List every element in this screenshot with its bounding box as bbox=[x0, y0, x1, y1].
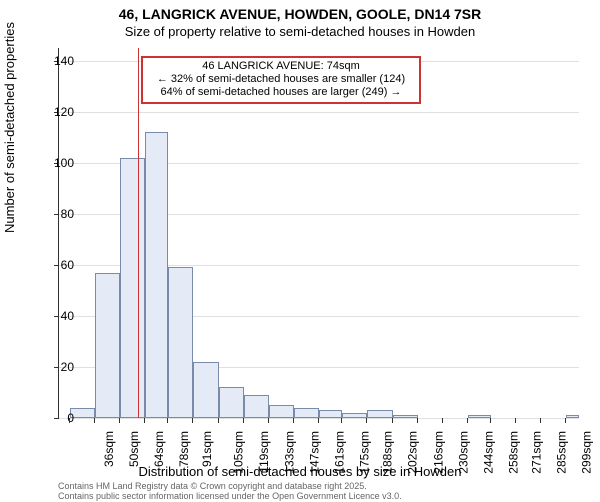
histogram-bar bbox=[244, 395, 269, 418]
xtick-label: 299sqm bbox=[580, 431, 594, 474]
xtick-mark bbox=[318, 418, 319, 423]
xtick-label: 64sqm bbox=[152, 431, 166, 467]
histogram-bar bbox=[319, 410, 342, 418]
histogram-bar bbox=[367, 410, 392, 418]
xtick-mark bbox=[442, 418, 443, 423]
xtick-mark bbox=[192, 418, 193, 423]
y-axis-label: Number of semi-detached properties bbox=[2, 22, 17, 233]
xtick-mark bbox=[69, 418, 70, 423]
ytick-label: 40 bbox=[34, 309, 74, 323]
xtick-label: 258sqm bbox=[507, 431, 521, 474]
xtick-label: 50sqm bbox=[127, 431, 141, 467]
xtick-mark bbox=[167, 418, 168, 423]
ytick-label: 140 bbox=[34, 54, 74, 68]
xtick-label: 119sqm bbox=[256, 431, 270, 473]
histogram-bar bbox=[145, 132, 168, 418]
histogram-bar bbox=[269, 405, 294, 418]
xtick-label: 175sqm bbox=[358, 431, 372, 474]
footer-attribution: Contains HM Land Registry data © Crown c… bbox=[58, 482, 402, 502]
xtick-mark bbox=[417, 418, 418, 423]
xtick-label: 105sqm bbox=[232, 431, 246, 474]
xtick-label: 91sqm bbox=[200, 431, 214, 467]
xtick-label: 216sqm bbox=[431, 431, 445, 474]
annotation-line: 46 LANGRICK AVENUE: 74sqm bbox=[149, 60, 413, 73]
annotation-line: ← 32% of semi-detached houses are smalle… bbox=[149, 73, 413, 86]
ytick-label: 60 bbox=[34, 258, 74, 272]
xtick-label: 188sqm bbox=[381, 431, 395, 474]
histogram-bar bbox=[566, 415, 579, 418]
xtick-label: 78sqm bbox=[177, 431, 191, 467]
histogram-bar bbox=[120, 158, 145, 418]
footer-line2: Contains public sector information licen… bbox=[58, 492, 402, 502]
reference-line bbox=[138, 48, 139, 418]
xtick-mark bbox=[243, 418, 244, 423]
xtick-mark bbox=[540, 418, 541, 423]
xtick-label: 161sqm bbox=[333, 431, 347, 474]
xtick-mark bbox=[94, 418, 95, 423]
xtick-label: 202sqm bbox=[406, 431, 420, 474]
xtick-label: 285sqm bbox=[555, 431, 569, 474]
histogram-bar bbox=[468, 415, 491, 418]
xtick-mark bbox=[119, 418, 120, 423]
xtick-mark bbox=[341, 418, 342, 423]
xtick-mark bbox=[268, 418, 269, 423]
xtick-label: 147sqm bbox=[307, 431, 321, 474]
xtick-mark bbox=[366, 418, 367, 423]
chart-container: 46, LANGRICK AVENUE, HOWDEN, GOOLE, DN14… bbox=[0, 0, 600, 500]
xtick-label: 133sqm bbox=[282, 431, 296, 474]
histogram-bar bbox=[95, 273, 120, 418]
xtick-mark bbox=[293, 418, 294, 423]
xtick-mark bbox=[565, 418, 566, 423]
xtick-label: 271sqm bbox=[530, 431, 544, 474]
gridline bbox=[59, 418, 579, 419]
annotation-box: 46 LANGRICK AVENUE: 74sqm← 32% of semi-d… bbox=[141, 56, 421, 104]
histogram-bar bbox=[193, 362, 218, 418]
histogram-bar bbox=[342, 413, 367, 418]
histogram-bar bbox=[168, 267, 193, 418]
xtick-mark bbox=[515, 418, 516, 423]
plot-area: 46 LANGRICK AVENUE: 74sqm← 32% of semi-d… bbox=[58, 48, 579, 419]
xtick-mark bbox=[467, 418, 468, 423]
xtick-mark bbox=[490, 418, 491, 423]
xtick-mark bbox=[392, 418, 393, 423]
xtick-mark bbox=[144, 418, 145, 423]
chart-title: 46, LANGRICK AVENUE, HOWDEN, GOOLE, DN14… bbox=[0, 6, 600, 22]
histogram-bar bbox=[294, 408, 319, 418]
ytick-label: 120 bbox=[34, 105, 74, 119]
xtick-label: 36sqm bbox=[102, 431, 116, 467]
chart-subtitle: Size of property relative to semi-detach… bbox=[0, 24, 600, 39]
xtick-label: 230sqm bbox=[456, 431, 470, 474]
xtick-mark bbox=[218, 418, 219, 423]
ytick-label: 100 bbox=[34, 156, 74, 170]
histogram-bar bbox=[219, 387, 244, 418]
ytick-label: 20 bbox=[34, 360, 74, 374]
histogram-bar bbox=[393, 415, 418, 418]
ytick-label: 80 bbox=[34, 207, 74, 221]
annotation-line: 64% of semi-detached houses are larger (… bbox=[149, 86, 413, 99]
xtick-label: 244sqm bbox=[481, 431, 495, 474]
